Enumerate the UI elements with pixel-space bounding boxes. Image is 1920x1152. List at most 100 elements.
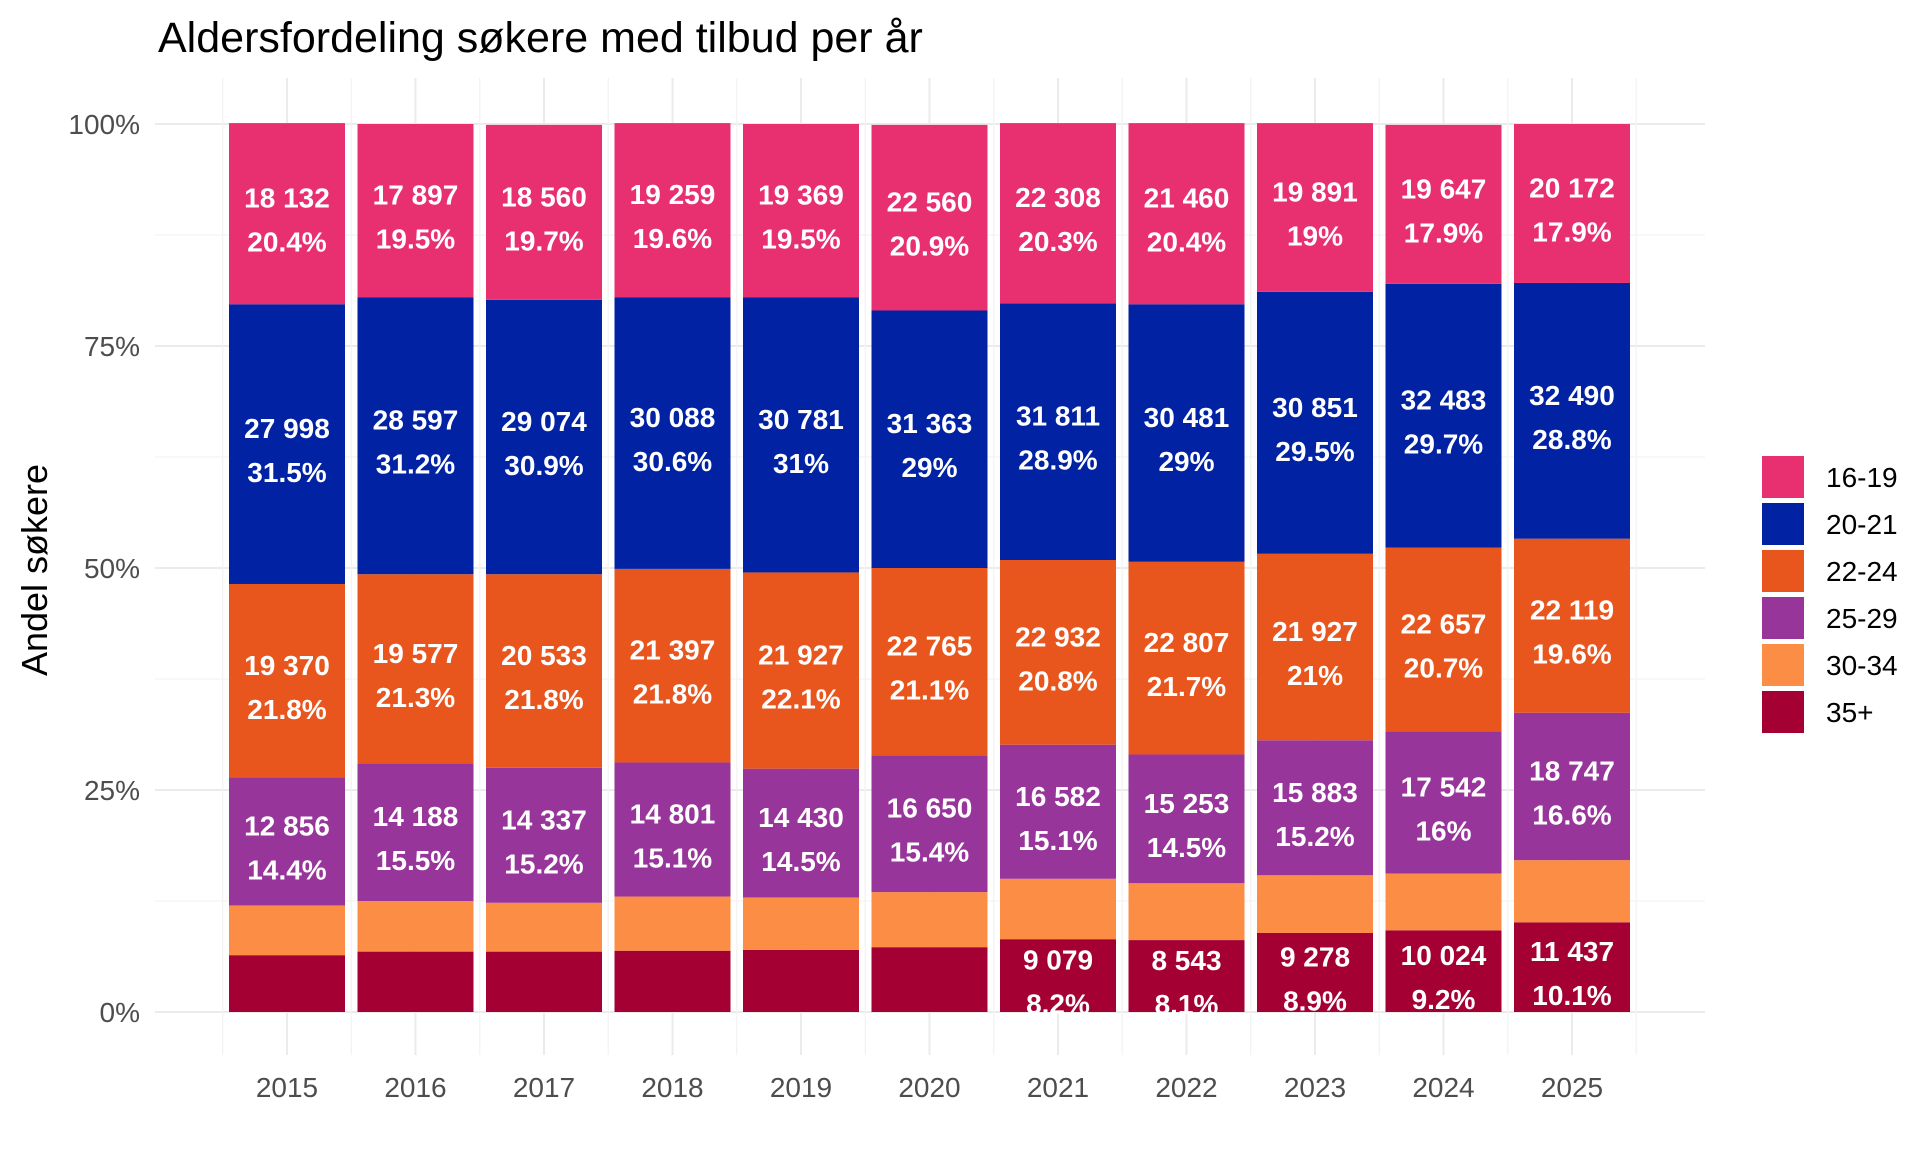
legend-swatch: [1762, 597, 1804, 639]
segment-count-label: 15 883: [1272, 777, 1358, 808]
x-tick-label: 2021: [1027, 1072, 1089, 1103]
bar-segment: [357, 951, 474, 1012]
segment-count-label: 10 024: [1401, 940, 1487, 971]
segment-percent-label: 20.4%: [247, 227, 326, 258]
segment-count-label: 19 647: [1401, 173, 1487, 204]
bar-segment: [229, 583, 345, 778]
segment-count-label: 14 337: [501, 804, 587, 835]
segment-count-label: 18 560: [501, 181, 587, 212]
segment-percent-label: 21.3%: [376, 682, 455, 713]
bar-segment: [871, 310, 988, 568]
segment-count-label: 18 747: [1529, 755, 1615, 786]
segment-percent-label: 14.5%: [1147, 832, 1226, 863]
segment-percent-label: 8.2%: [1026, 989, 1090, 1020]
bar-segment: [1514, 922, 1630, 1012]
legend-swatch: [1762, 503, 1804, 545]
bar-segment: [1514, 712, 1630, 861]
segment-percent-label: 15.2%: [1275, 821, 1354, 852]
segment-percent-label: 21.7%: [1147, 671, 1226, 702]
segment-count-label: 32 483: [1401, 385, 1487, 416]
segment-percent-label: 19%: [1287, 220, 1343, 251]
bar-segment: [871, 568, 988, 756]
segment-percent-label: 19.7%: [504, 225, 583, 256]
segment-count-label: 19 891: [1272, 176, 1358, 207]
bar-segment: [1128, 883, 1245, 941]
bar-segment: [1385, 731, 1502, 874]
segment-percent-label: 17.9%: [1532, 216, 1611, 247]
segment-percent-label: 21.8%: [247, 694, 326, 725]
segment-count-label: 28 597: [373, 405, 459, 436]
bar-segment: [743, 297, 859, 573]
segment-count-label: 32 490: [1529, 380, 1615, 411]
segment-count-label: 19 369: [758, 180, 844, 211]
bar-segment: [1514, 282, 1630, 539]
bar-segment: [1385, 547, 1502, 732]
bar-segment: [1000, 878, 1116, 940]
segment-count-label: 21 927: [1272, 616, 1358, 647]
bar-segment: [1385, 124, 1502, 284]
segment-percent-label: 14.5%: [761, 846, 840, 877]
bar-segment: [1128, 940, 1245, 1012]
bar-segment: [1385, 873, 1502, 931]
bar-segment: [614, 297, 731, 569]
segment-count-label: 22 932: [1015, 621, 1101, 652]
x-tick-label: 2016: [384, 1072, 446, 1103]
segment-percent-label: 29%: [1158, 446, 1214, 477]
x-tick-label: 2023: [1284, 1072, 1346, 1103]
segment-percent-label: 20.8%: [1018, 665, 1097, 696]
legend-label: 25-29: [1826, 603, 1898, 634]
segment-percent-label: 28.9%: [1018, 445, 1097, 476]
x-tick-label: 2018: [641, 1072, 703, 1103]
segment-percent-label: 8.9%: [1283, 985, 1347, 1016]
y-tick-label: 50%: [84, 553, 140, 584]
bar-segment: [1514, 538, 1630, 713]
segment-count-label: 21 397: [630, 635, 716, 666]
bar-segment: [357, 901, 474, 952]
segment-percent-label: 14.4%: [247, 855, 326, 886]
x-tick-label: 2024: [1412, 1072, 1474, 1103]
bar-segment: [357, 574, 474, 764]
x-tick-label: 2020: [898, 1072, 960, 1103]
legend-label: 22-24: [1826, 556, 1898, 587]
segment-count-label: 22 119: [1530, 595, 1614, 626]
bar-segment: [871, 124, 988, 311]
segment-percent-label: 29%: [901, 452, 957, 483]
chart-title: Aldersfordeling søkere med tilbud per år: [158, 14, 923, 62]
bar-segment: [229, 955, 345, 1012]
bar-segment: [486, 124, 602, 300]
segment-percent-label: 15.1%: [1018, 825, 1097, 856]
bar-segment: [486, 299, 602, 575]
segment-count-label: 14 188: [373, 801, 459, 832]
segment-percent-label: 30.9%: [504, 450, 583, 481]
segment-percent-label: 15.4%: [890, 837, 969, 868]
segment-percent-label: 19.6%: [633, 223, 712, 254]
bar-segment: [229, 777, 345, 906]
bar-segment: [871, 892, 988, 948]
segment-count-label: 22 560: [887, 187, 973, 218]
segment-count-label: 8 543: [1151, 945, 1221, 976]
segment-percent-label: 28.8%: [1532, 424, 1611, 455]
segment-percent-label: 21.1%: [890, 675, 969, 706]
bar-segment: [1257, 932, 1373, 1012]
bar-segment: [614, 762, 731, 897]
y-tick-label: 100%: [68, 109, 140, 140]
segment-count-label: 31 811: [1016, 401, 1100, 432]
segment-percent-label: 29.5%: [1275, 436, 1354, 467]
segment-percent-label: 20.3%: [1018, 226, 1097, 257]
bar-segment: [229, 123, 345, 305]
bar-segment: [1128, 561, 1245, 755]
segment-percent-label: 19.6%: [1532, 639, 1611, 670]
bar-segment: [614, 950, 731, 1012]
segment-count-label: 29 074: [501, 406, 587, 437]
segment-percent-label: 31.5%: [247, 457, 326, 488]
x-tick-label: 2022: [1155, 1072, 1217, 1103]
segment-count-label: 30 781: [758, 404, 844, 435]
bar-segment: [614, 568, 731, 763]
bar-segment: [614, 896, 731, 951]
segment-percent-label: 30.6%: [633, 446, 712, 477]
segment-percent-label: 16%: [1415, 815, 1471, 846]
bar-segment: [743, 768, 859, 898]
segment-count-label: 20 533: [501, 640, 587, 671]
segment-percent-label: 29.7%: [1404, 429, 1483, 460]
